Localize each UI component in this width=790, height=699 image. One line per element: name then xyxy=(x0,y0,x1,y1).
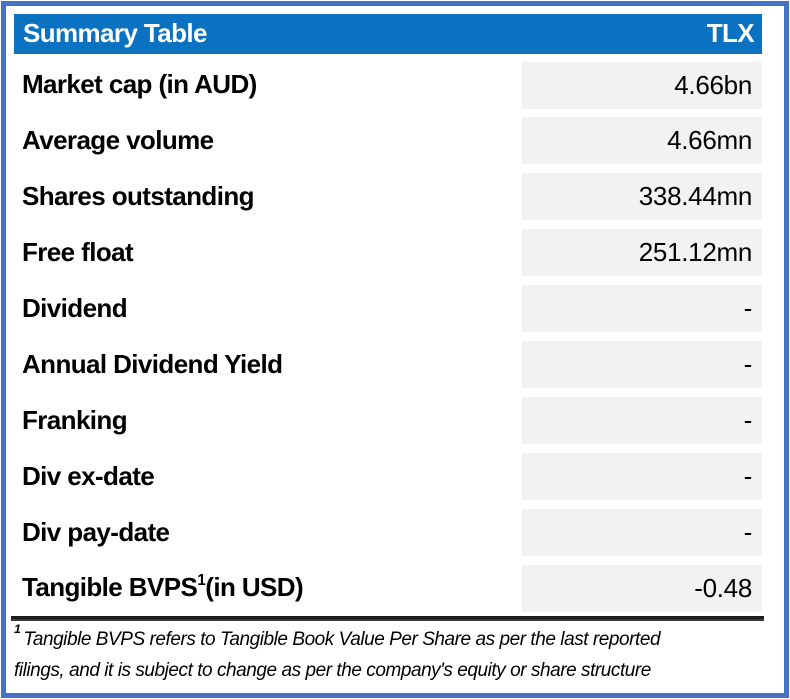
footnote-line-2: filings, and it is subject to change as … xyxy=(14,655,770,686)
table-row: Free float 251.12mn xyxy=(14,225,762,281)
row-label: Shares outstanding xyxy=(22,181,255,212)
row-value: - xyxy=(743,348,753,379)
row-label: Free float xyxy=(22,237,134,268)
table-row: Shares outstanding 338.44mn xyxy=(14,169,762,225)
ticker-symbol: TLX xyxy=(706,17,755,48)
row-label: Div ex-date xyxy=(22,460,155,491)
row-value: - xyxy=(743,460,753,491)
footnote-line-1: 1 Tangible BVPS refers to Tangible Book V… xyxy=(14,622,770,655)
table-row: Div pay-date - xyxy=(14,504,762,560)
footnote-sup: 1 xyxy=(14,622,21,637)
row-label: Dividend xyxy=(22,293,128,323)
table-body: Market cap (in AUD) 4.66bn Average volum… xyxy=(14,57,762,616)
footnote-text-1: Tangible BVPS refers to Tangible Book Va… xyxy=(23,629,661,650)
row-label: Annual Dividend Yield xyxy=(22,348,283,379)
table-row: Franking - xyxy=(14,392,762,448)
table-title: Summary Table xyxy=(23,17,208,48)
row-value-cell: 4.66mn xyxy=(522,117,762,165)
row-label-suffix: (in USD) xyxy=(205,572,304,603)
table-header: Summary Table TLX xyxy=(14,14,762,54)
table-row: Annual Dividend Yield - xyxy=(14,336,762,392)
row-label: Average volume xyxy=(22,125,214,156)
table-row: Average volume 4.66mn xyxy=(14,113,762,169)
row-value: - xyxy=(743,293,753,324)
row-value: 4.66mn xyxy=(667,125,752,156)
table-row: Div ex-date - xyxy=(14,448,762,504)
row-value: - xyxy=(743,516,753,547)
table-row: Tangible BVPS 1 (in USD) -0.48 xyxy=(14,560,762,616)
row-label: Market cap (in AUD) xyxy=(22,69,257,100)
row-value-cell: - xyxy=(522,452,762,500)
row-label: Div pay-date xyxy=(22,516,170,547)
footnote: 1 Tangible BVPS refers to Tangible Book V… xyxy=(14,622,770,686)
footnote-separator-rule xyxy=(11,616,764,621)
row-value: - xyxy=(743,404,753,435)
row-label: Franking xyxy=(22,404,128,435)
row-value-cell: 338.44mn xyxy=(522,173,762,221)
row-value: -0.48 xyxy=(694,572,752,603)
row-value-cell: - xyxy=(522,508,762,556)
row-label: Tangible BVPS 1 (in USD) xyxy=(22,571,304,603)
row-value: 338.44mn xyxy=(638,181,753,212)
row-value-cell: - xyxy=(522,396,762,444)
footnote-text-2: filings, and it is subject to change as … xyxy=(14,660,651,681)
row-value: 251.12mn xyxy=(638,237,753,268)
row-value-cell: 251.12mn xyxy=(522,229,762,277)
row-value-cell: 4.66bn xyxy=(522,61,762,109)
row-value-cell: - xyxy=(522,340,762,388)
row-value-cell: - xyxy=(522,285,762,333)
table-row: Dividend - xyxy=(14,281,762,337)
row-value-cell: -0.48 xyxy=(522,564,762,612)
row-value: 4.66bn xyxy=(674,69,752,100)
row-label-text: Tangible BVPS xyxy=(22,572,198,603)
table-row: Market cap (in AUD) 4.66bn xyxy=(14,57,762,113)
